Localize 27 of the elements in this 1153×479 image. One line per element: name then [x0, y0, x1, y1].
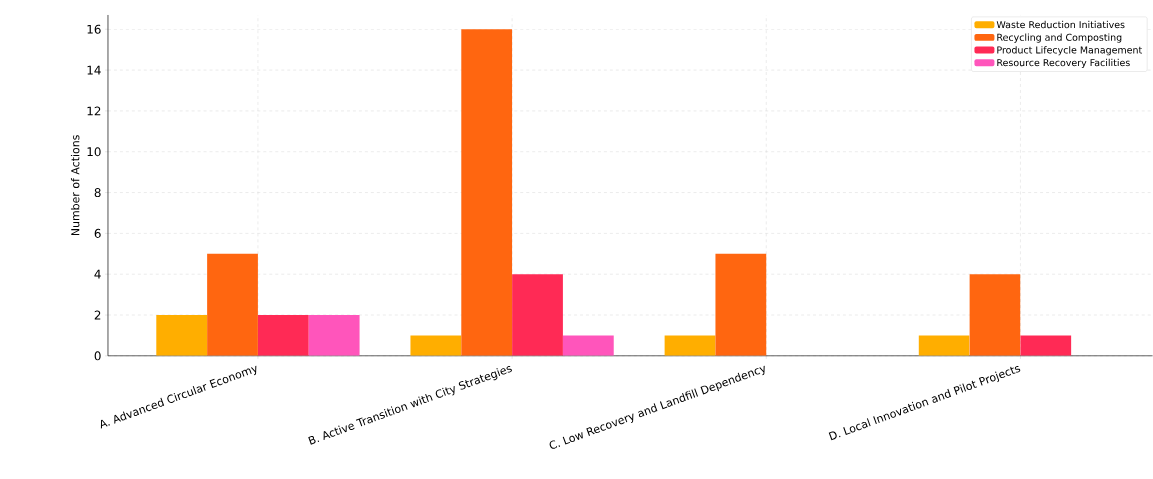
- bar: [308, 315, 360, 356]
- legend-label: Recycling and Composting: [997, 33, 1122, 43]
- bar: [410, 335, 462, 356]
- legend-label: Resource Recovery Facilities: [997, 58, 1130, 69]
- bar: [1020, 335, 1072, 356]
- y-tick-label: 14: [87, 65, 101, 75]
- y-tick-label: 8: [94, 188, 101, 198]
- y-tick-label: 0: [94, 351, 101, 361]
- y-tick-label: 12: [87, 106, 101, 116]
- bar: [715, 253, 767, 356]
- bar: [207, 253, 258, 356]
- y-axis-title: Number of Actions: [70, 135, 80, 236]
- y-tick-label: 4: [94, 269, 101, 279]
- bar: [257, 315, 309, 356]
- bar: [461, 29, 513, 356]
- bar: [918, 335, 970, 356]
- y-tick-label: 16: [87, 24, 101, 34]
- bar: [664, 335, 716, 356]
- legend-label: Waste Reduction Initiatives: [996, 20, 1125, 29]
- y-tick-label: 6: [94, 228, 101, 238]
- legend-label: Product Lifecycle Management: [997, 46, 1142, 56]
- bar: [512, 274, 563, 356]
- bar: [969, 274, 1021, 356]
- y-tick-label: 10: [87, 147, 101, 157]
- bar: [562, 335, 614, 356]
- bar: [156, 315, 208, 356]
- y-tick-label: 2: [94, 310, 101, 320]
